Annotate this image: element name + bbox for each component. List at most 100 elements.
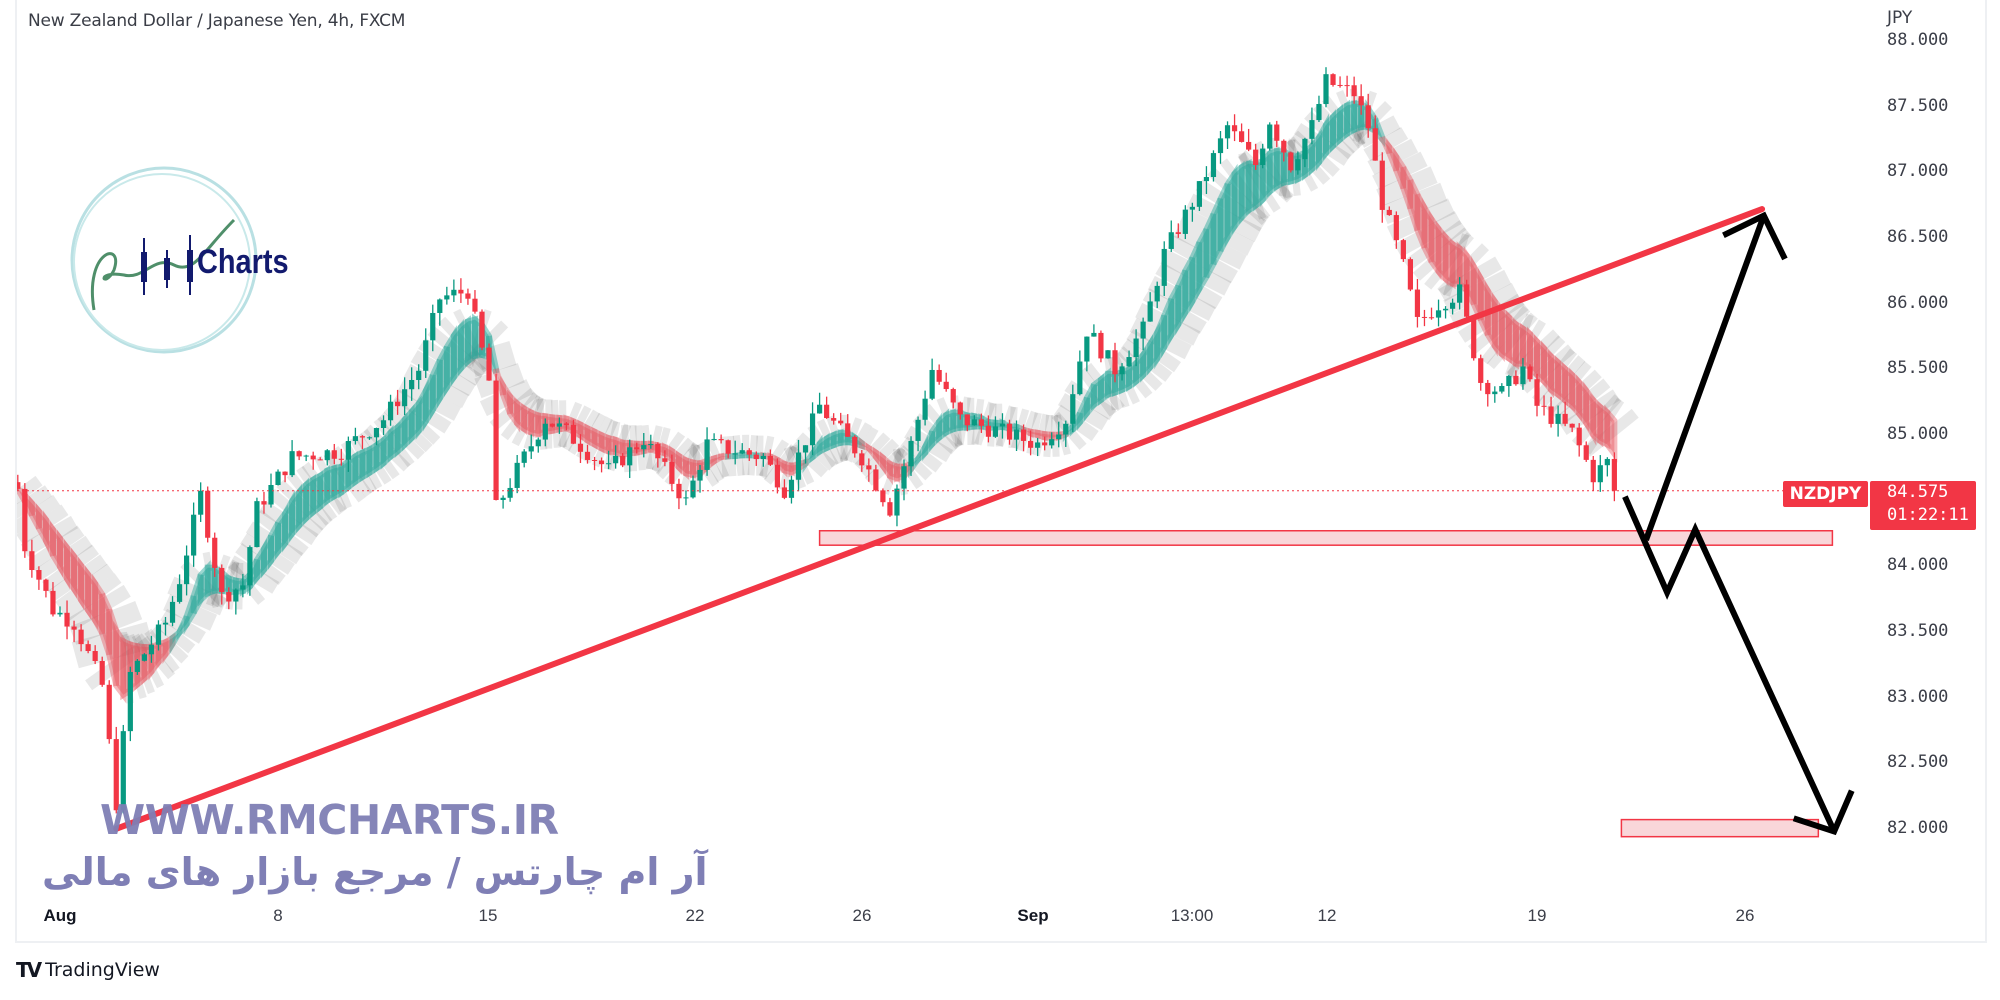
trendline[interactable] — [113, 206, 1766, 832]
candle — [1597, 455, 1603, 492]
candle-body — [191, 514, 197, 556]
candle-body — [760, 455, 766, 460]
candle-body — [1147, 301, 1153, 322]
ribbon-envelope — [314, 455, 348, 513]
ribbon-segment — [1076, 396, 1090, 431]
candle — [1077, 350, 1083, 396]
candle-body — [613, 455, 619, 464]
candle-body — [451, 289, 457, 296]
candle-body — [999, 423, 1006, 427]
tradingview-footer[interactable]: TV TradingView — [16, 958, 160, 982]
candle-body — [500, 497, 506, 500]
ribbon-segment — [1512, 318, 1526, 368]
candle — [542, 418, 548, 447]
candle-body — [1323, 74, 1329, 105]
candle-body — [1393, 215, 1399, 241]
price-chart[interactable] — [0, 0, 1870, 900]
candle — [1042, 436, 1048, 451]
candle — [1499, 383, 1505, 394]
candle — [985, 415, 991, 443]
candle — [1379, 152, 1385, 223]
candle-body — [802, 445, 809, 453]
bullish-path-arrow[interactable] — [1643, 214, 1767, 541]
candle — [627, 439, 633, 479]
ribbon-envelope — [1403, 220, 1467, 271]
candle — [1435, 299, 1442, 327]
ribbon-envelope — [1571, 394, 1622, 448]
ribbon-segment — [1147, 321, 1161, 376]
price-tick: 82.500 — [1887, 752, 1949, 773]
candle-body — [1597, 465, 1603, 483]
candle — [1337, 76, 1343, 88]
candle — [1028, 430, 1034, 456]
candle — [999, 413, 1006, 439]
candle — [338, 448, 344, 466]
candle-body — [1492, 391, 1498, 395]
candle — [416, 364, 422, 390]
support-zones[interactable] — [818, 529, 1834, 838]
ribbon-segment — [1414, 193, 1428, 249]
ribbon-envelope — [1167, 235, 1238, 284]
ribbon-envelope — [583, 416, 613, 464]
price-tick: 86.000 — [1887, 292, 1949, 313]
bearish-path-arrow[interactable] — [1622, 495, 1837, 833]
candle-body — [831, 418, 837, 421]
candle-body — [92, 651, 98, 662]
ribbon-segment — [668, 445, 682, 476]
last-price-value: 84.575 — [1887, 482, 1949, 502]
candle-body — [345, 441, 351, 460]
candle-body — [852, 436, 858, 454]
ribbon-envelope — [1376, 166, 1438, 206]
candle-body — [774, 464, 780, 488]
ribbon-segment — [936, 408, 950, 444]
candle — [120, 724, 126, 814]
candle-body — [472, 298, 478, 312]
ribbon-envelope — [1126, 329, 1181, 373]
candle-body — [1098, 332, 1104, 359]
ribbon-envelope — [1135, 302, 1201, 346]
ribbon-segment — [260, 534, 274, 579]
candle-body — [992, 426, 999, 437]
ribbon-segment — [176, 615, 190, 641]
ribbon-segment — [303, 473, 317, 525]
ribbon-segment — [830, 428, 844, 450]
ribbon-segment — [352, 447, 366, 488]
ribbon-segment — [338, 455, 352, 499]
price-tick: 83.500 — [1887, 620, 1949, 641]
ribbon-envelope — [276, 479, 329, 531]
candle — [845, 414, 851, 437]
candle-body — [1112, 350, 1118, 375]
candle-body — [169, 601, 176, 623]
ribbon-envelope — [149, 625, 189, 664]
candle — [352, 427, 358, 445]
candle — [57, 606, 63, 617]
ribbon-envelope — [47, 554, 108, 601]
ribbon-segment — [1119, 364, 1133, 395]
candle — [1393, 211, 1399, 249]
candle — [310, 451, 316, 470]
ribbon-segment — [1231, 160, 1245, 235]
candle — [964, 414, 970, 432]
ribbon-envelope — [258, 500, 319, 546]
ribbon-envelope — [651, 431, 686, 475]
ribbon-segment — [387, 421, 401, 463]
ribbon-envelope — [1147, 275, 1216, 321]
ribbon-envelope — [1179, 208, 1255, 256]
price-tick: 84.000 — [1887, 555, 1949, 576]
candle-body — [507, 487, 513, 498]
candle — [1344, 75, 1350, 97]
candle — [859, 449, 865, 472]
candle — [1576, 423, 1582, 457]
candle-body — [43, 579, 49, 591]
candle-body — [120, 731, 126, 811]
candle — [620, 453, 626, 468]
ribbon-segment — [317, 464, 331, 513]
candle-body — [1063, 423, 1069, 435]
ribbon-segment — [289, 483, 303, 542]
candle-body — [1513, 375, 1519, 385]
candle-body — [1077, 361, 1083, 395]
ribbon-segment — [1428, 210, 1442, 281]
ribbon-envelope — [1142, 288, 1207, 334]
ribbon-segment — [1534, 334, 1548, 388]
ribbon-envelope — [1537, 355, 1586, 408]
